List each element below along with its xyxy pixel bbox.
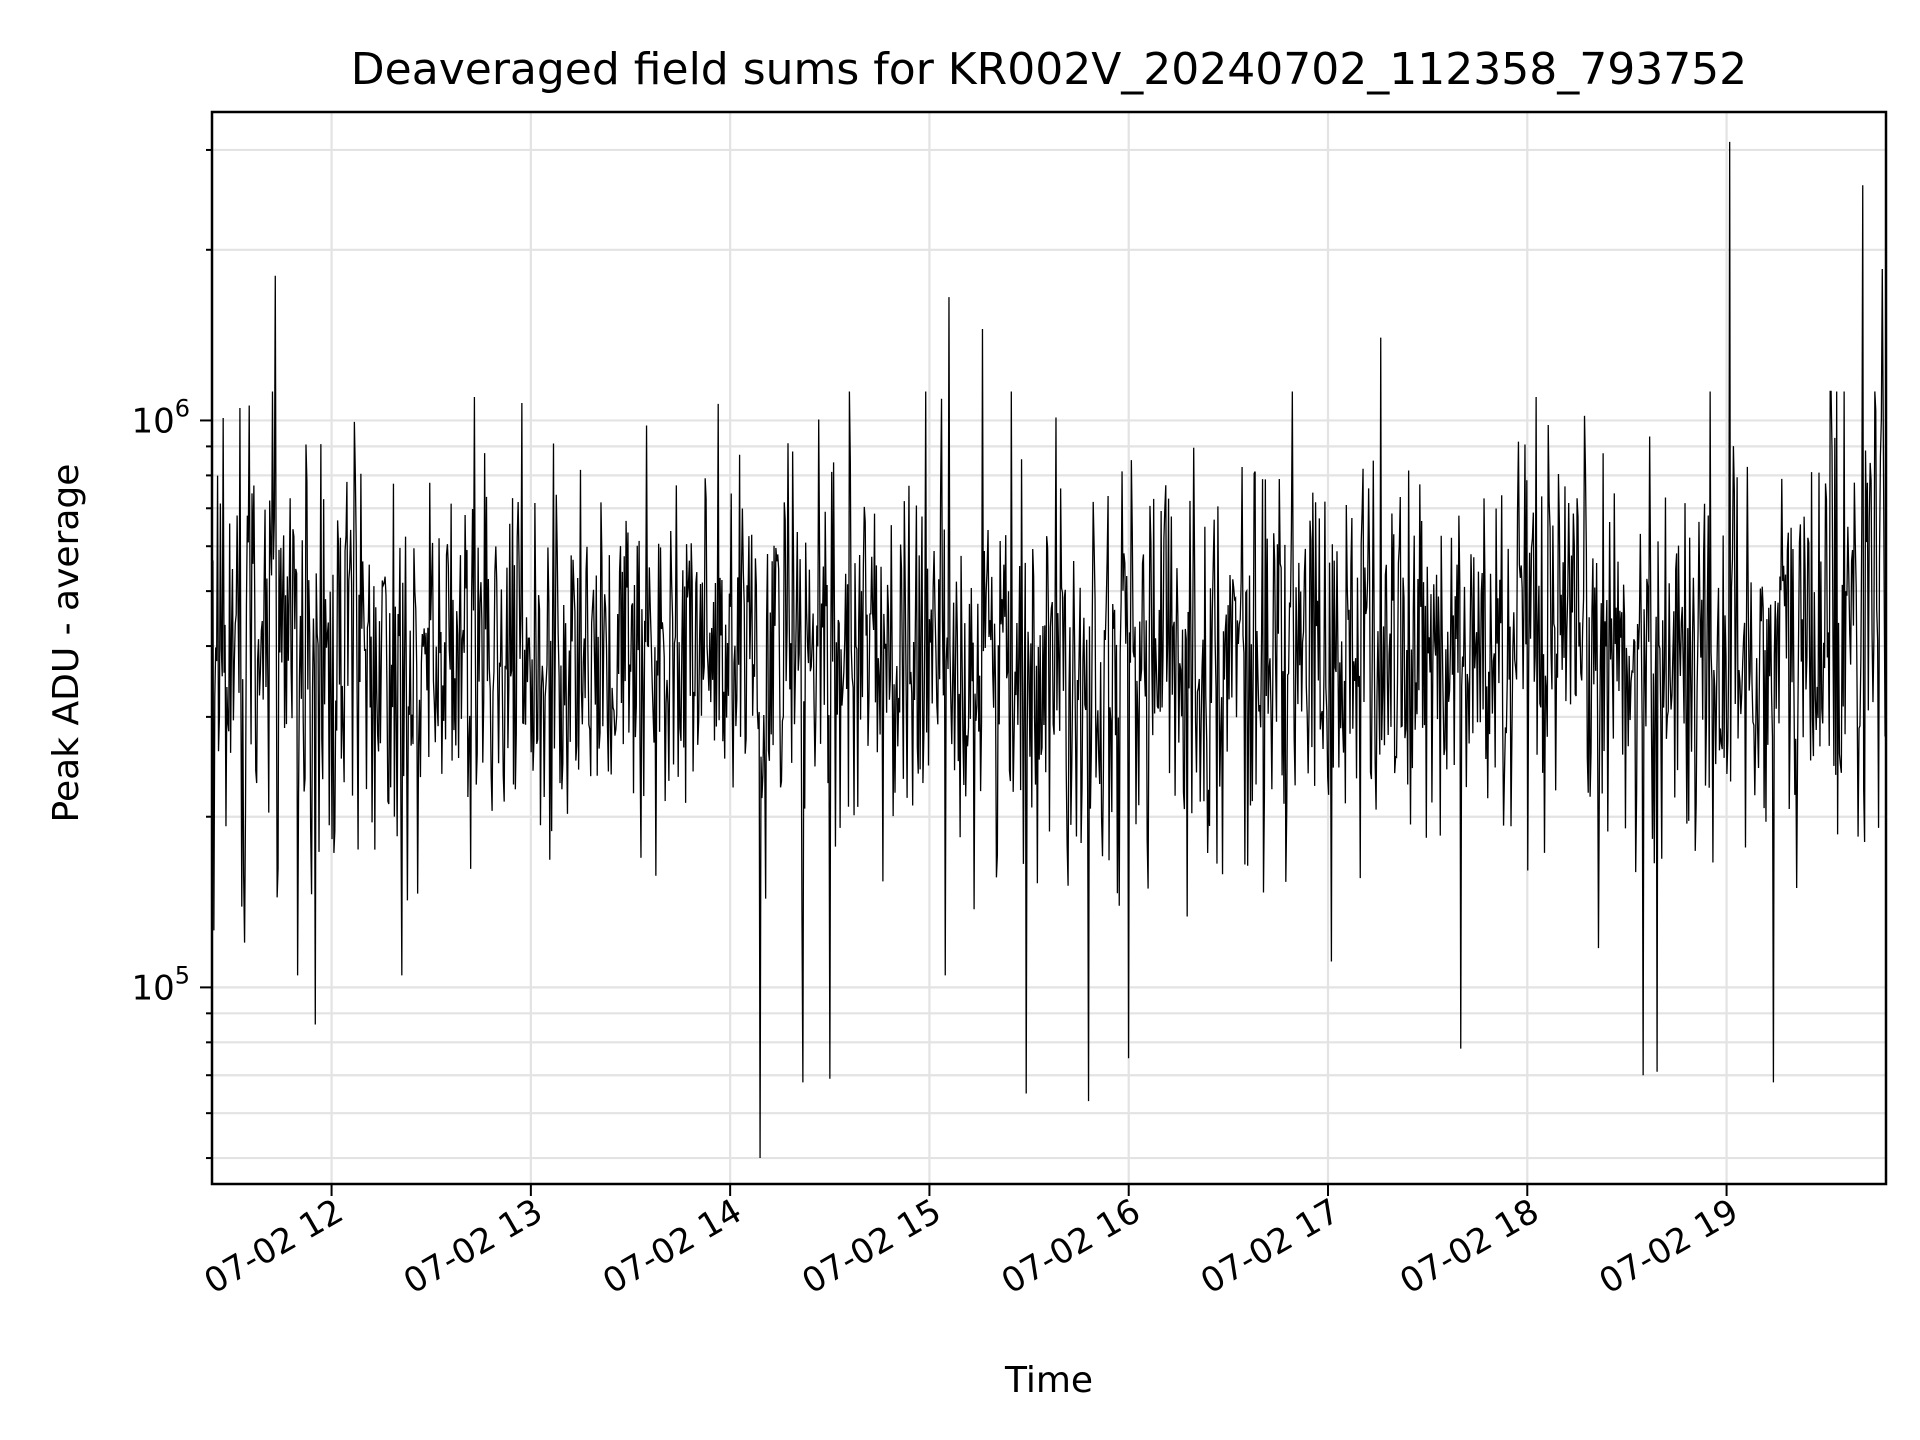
x-axis-label: Time [1004, 1360, 1093, 1401]
y-tick-label: 106 [131, 394, 190, 441]
plot-frame [210, 110, 1888, 1186]
data-series [211, 141, 1887, 1159]
chart-title: Deaveraged field sums for KR002V_2024070… [351, 44, 1747, 95]
y-axis-label: Peak ADU - average [46, 464, 87, 823]
series-line [211, 141, 1887, 1159]
y-tick-label: 105 [131, 961, 190, 1008]
